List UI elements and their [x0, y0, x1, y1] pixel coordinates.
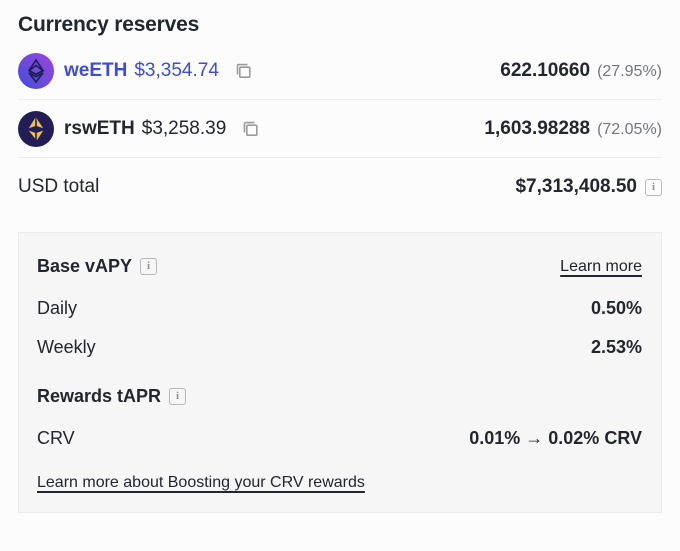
- weeth-token-symbol: weETH: [64, 59, 128, 81]
- weeth-token-icon: [18, 52, 54, 89]
- weeth-reserve-share: (27.95%): [597, 62, 662, 80]
- weeth-token-price: $3,354.74: [134, 59, 219, 81]
- usd-total-row: USD total $7,313,408.50 i: [18, 158, 662, 216]
- crv-reward-row: CRV 0.01% → 0.02% CRV: [37, 428, 642, 449]
- rsweth-token-price: $3,258.39: [141, 117, 227, 139]
- boost-crv-rewards-link[interactable]: Learn more about Boosting your CRV rewar…: [37, 474, 365, 491]
- base-vapy-title: Base vAPY: [37, 256, 133, 276]
- rewards-tapr-title: Rewards tAPR: [37, 386, 162, 406]
- rsweth-token-icon: [18, 110, 54, 147]
- base-vapy-title-wrap: Base vAPY i: [37, 256, 158, 277]
- copy-icon: [243, 121, 258, 136]
- currency-reserves-panel: Currency reserves weETH $3,354.74: [18, 13, 662, 513]
- weekly-label: Weekly: [37, 337, 96, 357]
- crv-label: CRV: [37, 428, 75, 448]
- weekly-value: 2.53%: [590, 337, 642, 357]
- token-row-rsweth: rswETH $3,258.39 1,603.98288 (72.05%): [18, 100, 662, 158]
- rsweth-token-symbol: rswETH: [64, 117, 135, 139]
- usd-total-value-wrap: $7,313,408.50 i: [515, 176, 662, 198]
- daily-vapy-row: Daily 0.50%: [37, 298, 642, 319]
- rsweth-reserve-amount: 1,603.98288: [484, 117, 591, 139]
- rsweth-reserve-values: 1,603.98288 (72.05%): [484, 118, 662, 140]
- rewards-tapr-header: Rewards tAPR i: [37, 386, 642, 407]
- apy-rewards-box: Base vAPY i Learn more Daily 0.50% Weekl…: [18, 232, 662, 513]
- weeth-copy-address-button[interactable]: [233, 61, 253, 81]
- crv-value: 0.01% → 0.02% CRV: [469, 428, 642, 448]
- page-title: Currency reserves: [18, 13, 200, 36]
- weeth-token-link[interactable]: weETH $3,354.74: [64, 60, 219, 82]
- weeth-reserve-amount: 622.10660: [500, 59, 591, 81]
- rewards-tapr-info-icon[interactable]: i: [169, 388, 187, 405]
- rewards-tapr-title-wrap: Rewards tAPR i: [37, 386, 187, 407]
- usd-total-info-icon[interactable]: i: [645, 178, 662, 196]
- rsweth-reserve-share: (72.05%): [597, 120, 662, 138]
- rsweth-copy-address-button[interactable]: [240, 119, 260, 139]
- rsweth-token-link[interactable]: rswETH $3,258.39: [64, 118, 226, 140]
- token-row-weeth: weETH $3,354.74 622.10660 (27.95%): [18, 42, 662, 100]
- usd-total-label: USD total: [18, 176, 100, 197]
- weekly-vapy-row: Weekly 2.53%: [37, 337, 642, 358]
- copy-icon: [236, 63, 251, 78]
- daily-label: Daily: [37, 298, 78, 318]
- weeth-reserve-values: 622.10660 (27.95%): [500, 60, 662, 82]
- usd-total-value: $7,313,408.50: [515, 176, 637, 197]
- base-vapy-header: Base vAPY i Learn more: [37, 256, 642, 277]
- base-vapy-info-icon[interactable]: i: [140, 258, 158, 275]
- learn-more-link[interactable]: Learn more: [560, 257, 642, 275]
- daily-value: 0.50%: [590, 298, 642, 318]
